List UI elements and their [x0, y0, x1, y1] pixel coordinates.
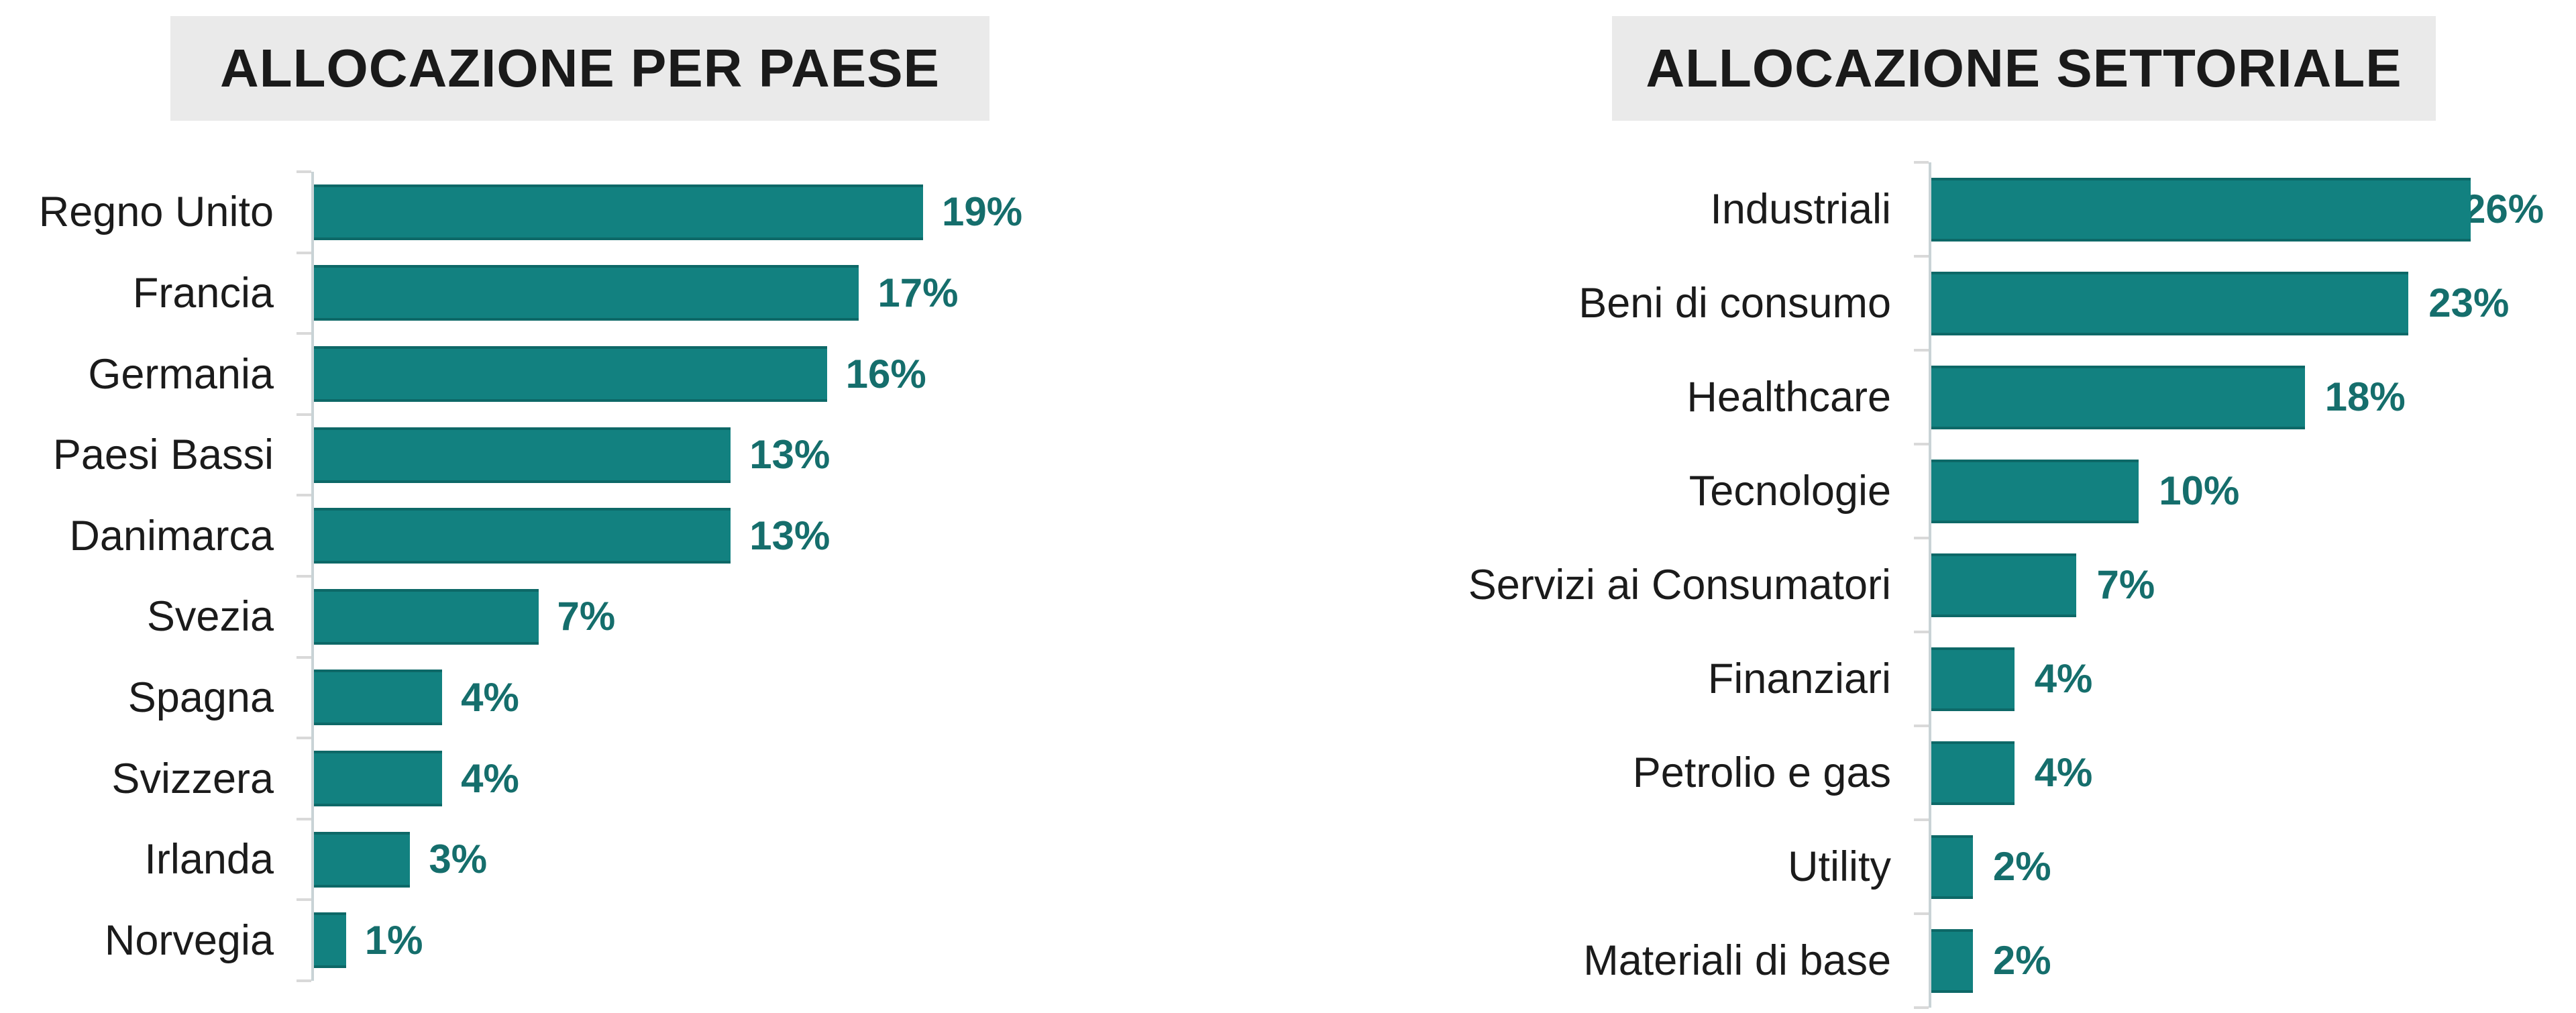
bar	[1931, 835, 1973, 899]
value-label: 4%	[2034, 750, 2093, 795]
category-label: Materiali di base	[1583, 937, 1891, 984]
bar	[1931, 928, 1973, 993]
bar	[1931, 177, 2471, 242]
value-label: 19%	[942, 189, 1023, 235]
y-axis	[311, 172, 314, 981]
value-label: 16%	[845, 351, 926, 396]
category-label: Utility	[1788, 843, 1891, 890]
bar	[314, 831, 411, 888]
value-label: 4%	[2034, 656, 2093, 701]
sector-chart-title: ALLOCAZIONE SETTORIALE	[1646, 38, 2402, 98]
bar	[1931, 271, 2409, 335]
category-label: Spagna	[127, 674, 274, 721]
bar	[314, 508, 731, 564]
value-label: 13%	[749, 513, 830, 558]
axis-tick	[1914, 161, 1929, 164]
value-label: 26%	[2463, 186, 2544, 231]
bar	[314, 912, 346, 969]
axis-tick	[1914, 255, 1929, 258]
axis-tick	[297, 575, 311, 578]
category-label: Finanziari	[1707, 655, 1891, 702]
value-label: 17%	[877, 270, 959, 315]
bar	[1931, 741, 2015, 805]
category-label: Germania	[88, 350, 274, 398]
axis-tick	[1914, 631, 1929, 633]
value-label: 23%	[2428, 280, 2510, 325]
axis-tick	[1914, 349, 1929, 352]
category-label: Regno Unito	[38, 189, 274, 236]
axis-tick	[297, 494, 311, 497]
bar	[314, 184, 923, 240]
category-label: Petrolio e gas	[1632, 749, 1891, 796]
bar	[314, 751, 443, 806]
bar	[314, 346, 827, 402]
axis-tick	[1914, 443, 1929, 445]
axis-tick	[297, 332, 311, 335]
value-label: 1%	[364, 917, 423, 963]
bar	[314, 265, 859, 321]
axis-tick	[297, 898, 311, 902]
category-label: Beni di consumo	[1578, 280, 1891, 327]
bar	[1931, 365, 2305, 429]
axis-tick	[1914, 537, 1929, 539]
axis-tick	[297, 170, 311, 173]
bar	[1931, 459, 2139, 523]
category-label: Svezia	[146, 593, 274, 641]
value-label: 4%	[461, 755, 519, 801]
value-label: 13%	[749, 432, 830, 478]
axis-tick	[297, 817, 311, 820]
axis-tick	[297, 251, 311, 254]
value-label: 2%	[1992, 938, 2051, 983]
value-label: 3%	[429, 837, 488, 882]
category-label: Tecnologie	[1688, 468, 1891, 515]
category-label: Servizi ai Consumatori	[1468, 562, 1891, 608]
y-axis	[1929, 162, 1931, 1008]
axis-tick	[297, 979, 311, 982]
value-label: 7%	[557, 594, 616, 639]
axis-tick	[297, 737, 311, 740]
category-label: Healthcare	[1686, 374, 1891, 421]
bar	[314, 670, 443, 726]
category-label: Norvegia	[104, 916, 274, 964]
axis-tick	[1914, 1006, 1929, 1009]
bar	[1931, 647, 2015, 711]
bar	[314, 588, 539, 645]
bar	[1931, 553, 2077, 617]
sector-chart-title-box: ALLOCAZIONE SETTORIALE	[1612, 16, 2436, 121]
bar	[314, 427, 731, 483]
category-label: Irlanda	[144, 836, 274, 884]
value-label: 7%	[2096, 562, 2155, 607]
country-chart-title: ALLOCAZIONE PER PAESE	[220, 38, 940, 98]
category-label: Svizzera	[111, 755, 274, 802]
value-label: 2%	[1992, 844, 2051, 889]
axis-tick	[297, 655, 311, 659]
value-label: 10%	[2159, 468, 2240, 513]
category-label: Danimarca	[69, 512, 274, 559]
country-chart-title-box: ALLOCAZIONE PER PAESE	[170, 16, 989, 121]
category-label: Paesi Bassi	[52, 431, 274, 479]
category-label: Industriali	[1710, 186, 1891, 233]
category-label: Francia	[132, 269, 274, 317]
axis-tick	[297, 413, 311, 416]
axis-tick	[1914, 818, 1929, 821]
axis-tick	[1914, 725, 1929, 727]
value-label: 18%	[2324, 374, 2406, 419]
axis-tick	[1914, 912, 1929, 915]
value-label: 4%	[461, 674, 519, 720]
